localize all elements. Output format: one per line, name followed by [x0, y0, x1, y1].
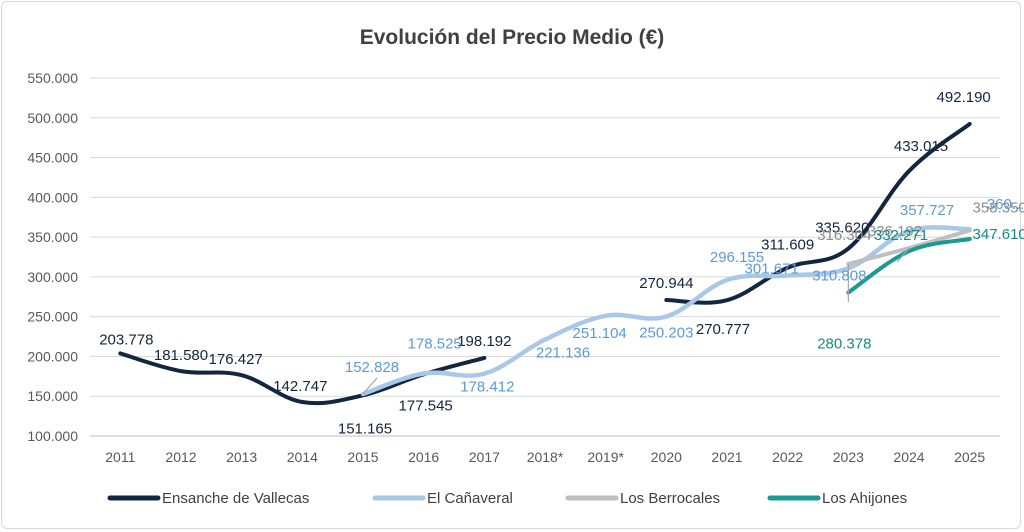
x-tick-label: 2020: [651, 449, 682, 465]
data-label: 198.192: [457, 333, 511, 350]
x-tick-label: 2023: [833, 449, 864, 465]
y-tick-label: 250.000: [27, 309, 78, 325]
legend-label-4: Los Ahijones: [822, 490, 907, 507]
data-label: 142.747: [273, 378, 327, 395]
data-label: 301.671: [745, 261, 799, 278]
x-tick-label: 2019*: [587, 449, 624, 465]
leader-line: [896, 247, 910, 263]
data-label: 336.192: [868, 223, 922, 240]
data-label: 178.412: [460, 379, 514, 396]
x-tick-label: 2011: [105, 449, 135, 465]
data-label: 203.778: [99, 331, 153, 348]
legend-label-2: El Cañaveral: [427, 490, 513, 507]
y-tick-label: 400.000: [27, 189, 78, 205]
data-label: 358.350: [973, 199, 1024, 216]
y-tick-label: 300.000: [27, 269, 78, 285]
data-label: 296.155: [710, 249, 764, 266]
x-tick-label: 2021: [711, 449, 742, 465]
legend-label-1: Ensanche de Vallecas: [162, 490, 309, 507]
x-tick-label: 2022: [772, 449, 803, 465]
data-label: 250.203: [639, 325, 693, 342]
leader-lines: [362, 247, 910, 395]
x-tick-label: 2016: [408, 449, 439, 465]
series-line-1: [664, 121, 972, 305]
data-label: 177.545: [399, 397, 453, 414]
y-tick-label: 500.000: [27, 110, 78, 126]
y-tick-label: 150.000: [27, 388, 78, 404]
data-label: 347.610: [973, 226, 1024, 243]
data-label: 151.165: [338, 420, 392, 437]
chart-title: Evolución del Precio Medio (€): [360, 26, 665, 49]
data-label: 332.271: [874, 227, 928, 244]
data-label: 178.525: [408, 336, 462, 353]
data-label: 251.104: [573, 325, 627, 342]
y-tick-label: 450.000: [27, 150, 78, 166]
x-axis: 2011 2012 2013 2014 2015 2016 2017 2018* 2019* 20…: [105, 449, 985, 465]
y-tick-label: 550.000: [27, 70, 78, 86]
x-tick-label: 2024: [893, 449, 924, 465]
legend: Ensanche de Vallecas El Cañaveral Los Berr…: [107, 490, 907, 507]
data-label: 221.136: [536, 345, 590, 362]
data-label: 316.304: [817, 227, 871, 244]
x-tick-label: 2017: [469, 449, 500, 465]
series-line-4: [846, 237, 972, 295]
grid-lines: [90, 77, 1000, 437]
data-label: 357.727: [900, 202, 954, 219]
data-label: 433.015: [894, 138, 948, 155]
series-line-3: [846, 228, 972, 266]
data-label: 492.190: [937, 89, 991, 106]
x-tick-label: 2015: [347, 449, 378, 465]
x-tick-label: 2014: [287, 449, 318, 465]
series-line-2: [360, 225, 972, 397]
y-tick-label: 350.000: [27, 229, 78, 245]
y-tick-label: 100.000: [27, 428, 78, 444]
y-tick-label: 200.000: [27, 348, 78, 364]
y-axis: 100.000 150.000 200.000 250.000 300.000 350.0…: [27, 70, 78, 444]
x-tick-label: 2013: [226, 449, 257, 465]
data-label: 360....: [987, 196, 1024, 213]
leader-line: [362, 377, 378, 395]
x-tick-label: 2018*: [527, 449, 564, 465]
x-tick-label: 2012: [165, 449, 196, 465]
data-label: 176.427: [209, 351, 263, 368]
legend-label-3: Los Berrocales: [620, 490, 720, 507]
data-label: 270.944: [639, 275, 693, 292]
series-lines: [118, 121, 972, 406]
data-label: 181.580: [154, 347, 208, 364]
data-label: 280.378: [817, 335, 871, 352]
x-tick-label: 2025: [954, 449, 985, 465]
data-label: 270.777: [696, 321, 750, 338]
data-label: 311.609: [761, 237, 814, 254]
data-label: 310.808: [812, 267, 866, 284]
data-label: 335.620: [815, 220, 869, 237]
data-label: 152.828: [345, 359, 399, 376]
